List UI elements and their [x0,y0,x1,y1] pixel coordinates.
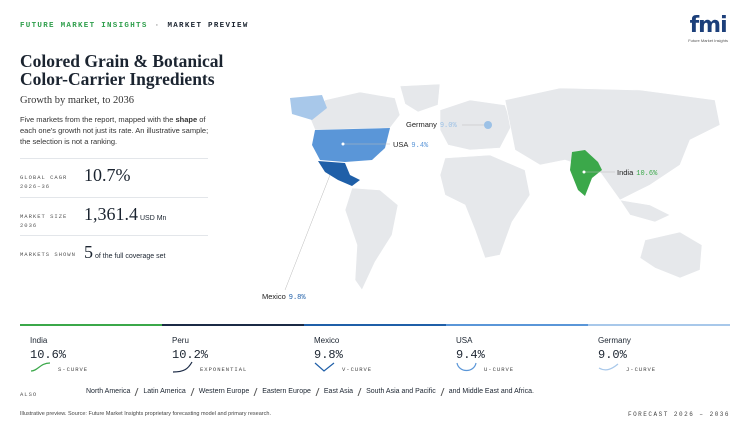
usa [312,128,390,162]
market-cagr: 9.0% [598,348,627,362]
intro: Five markets from the report, mapped wit… [20,114,210,147]
logo: fmi Future Market Insights [688,13,728,43]
mexico [318,161,360,186]
curve [172,361,193,373]
region: South Asia and Pacific [366,388,436,395]
stat-unit: USD Mn [140,214,167,222]
market-card: India 10.6% S-CURVE [20,324,162,376]
forecast: FORECAST 2026 – 2036 [627,411,730,418]
stat-label: MARKETS SHOWN [20,251,76,258]
stat-value: 5 [84,242,93,262]
intro-emphasis: shape [175,115,198,124]
country: USA [393,140,409,149]
market-card: Mexico 9.8% V-CURVE [304,324,446,376]
curve-type: V-CURVE [342,366,373,373]
source: Illustrative preview. Source: Future Mar… [20,411,271,417]
cagr: 9.8% [288,294,306,302]
region: and Middle East and Africa. [448,388,534,395]
region: North America [86,388,131,395]
stat-value-wrap: 10.7% [84,165,131,186]
market-cagr: 9.8% [314,348,343,362]
logo-mark: fmi [689,13,728,38]
market-cagr: 10.6% [30,348,67,362]
stat-value: 1,361.4 [84,203,138,224]
stat-unit: of the full coverage set [95,253,166,260]
market-name: USA [456,336,473,345]
brand-line: FUTURE MARKET INSIGHTS · MARKET PREVIEW [20,22,249,30]
country: Germany [406,120,437,129]
stat-label: GLOBAL CAGR 2026–36 [20,174,68,190]
stat: GLOBAL CAGR 2026–36 10.7% [20,158,208,196]
market-name: India [30,336,48,345]
separator [134,388,139,396]
curve-type: EXPONENTIAL [200,366,248,373]
alaska [290,95,327,120]
curve-type: S-CURVE [58,366,89,373]
separator [315,388,320,396]
separator [357,388,362,396]
curve-type: J-CURVE [626,366,657,373]
regions: North America Latin America Western Europe… [86,388,539,396]
map-label: Germany 9.0% [406,120,457,130]
stat: MARKETS SHOWN 5 of the full coverage set [20,235,208,273]
curve-icon [172,361,193,373]
separator: · [154,22,161,30]
curve-icon [456,362,477,372]
germany-marker [484,121,492,129]
curve-icon [314,362,335,372]
logo-caption: Future Market Insights [688,38,728,43]
india-point [582,170,586,174]
curve [456,362,477,372]
land [309,83,721,291]
map-label: Mexico 9.8% [262,292,306,302]
curve [598,363,619,371]
country: India [617,168,634,177]
curve-icon [598,363,619,371]
leader-lines [284,124,615,291]
market-card: USA 9.4% U-CURVE [446,324,588,376]
world-map [284,83,721,291]
stat-value-wrap: 5 of the full coverage set [84,242,165,263]
cagr: 9.0% [439,122,457,130]
market-card: Peru 10.2% EXPONENTIAL [162,324,304,376]
separator [440,388,445,396]
separator [253,388,258,396]
usa-point [341,142,345,146]
brand: FUTURE MARKET INSIGHTS [20,22,148,30]
intro-text: Five markets from the report, mapped wit… [20,115,176,124]
section: MARKET PREVIEW [167,22,249,30]
market-name: Mexico [314,336,340,345]
market-name: Germany [598,336,631,345]
region: Latin America [143,388,186,395]
title: Colored Grain & Botanical Color-Carrier … [20,51,224,89]
curve-type: U-CURVE [484,366,515,373]
region: Eastern Europe [262,388,311,395]
market-cagr: 10.2% [172,348,209,362]
stat-label: MARKET SIZE 2036 [20,212,68,229]
stat-value-wrap: 1,361.4 USD Mn [84,204,166,225]
map-label: USA 9.4% [393,140,428,150]
country: Mexico [262,292,286,301]
market-cagr: 9.4% [456,348,485,362]
cagr: 9.4% [411,142,429,150]
separator [190,388,195,396]
also-label: ALSO [20,391,38,398]
market-card: Germany 9.0% J-CURVE [588,324,730,376]
curve [314,362,335,372]
map-label: India 10.6% [617,168,657,178]
curve [30,362,51,372]
stat: MARKET SIZE 2036 1,361.4 USD Mn [20,196,208,235]
stat-value: 10.7% [84,165,131,185]
market-name: Peru [172,336,189,345]
region: Western Europe [198,388,250,395]
region: East Asia [323,388,354,395]
subtitle: Growth by market, to 2036 [20,95,135,106]
india [570,150,602,196]
curve-icon [30,362,51,372]
intro-text: of each one's growth not just its rate. … [20,115,209,146]
cagr: 10.6% [636,170,658,178]
